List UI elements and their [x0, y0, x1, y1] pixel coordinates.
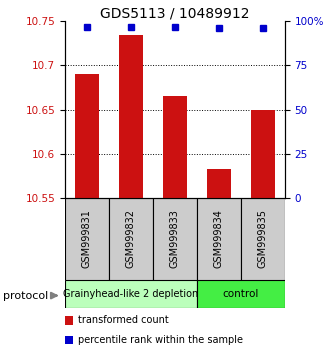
Title: GDS5113 / 10489912: GDS5113 / 10489912 — [100, 6, 249, 20]
Bar — [241, 198, 285, 280]
Bar — [197, 280, 285, 308]
Text: GSM999834: GSM999834 — [214, 210, 224, 268]
Text: protocol: protocol — [3, 291, 49, 301]
Bar — [153, 198, 197, 280]
Bar — [75, 74, 99, 198]
Text: GSM999831: GSM999831 — [82, 210, 92, 268]
Text: percentile rank within the sample: percentile rank within the sample — [78, 335, 243, 345]
Text: GSM999832: GSM999832 — [126, 210, 136, 268]
Bar — [65, 280, 197, 308]
Text: transformed count: transformed count — [78, 315, 169, 325]
Text: GSM999833: GSM999833 — [170, 210, 180, 268]
Bar — [197, 198, 241, 280]
Bar — [163, 97, 187, 198]
Bar — [65, 198, 109, 280]
Bar — [109, 198, 153, 280]
Text: control: control — [222, 289, 259, 299]
Text: Grainyhead-like 2 depletion: Grainyhead-like 2 depletion — [63, 289, 198, 299]
Text: GSM999835: GSM999835 — [258, 210, 268, 268]
Bar — [119, 35, 143, 198]
Bar — [251, 110, 275, 198]
Bar — [207, 169, 231, 198]
